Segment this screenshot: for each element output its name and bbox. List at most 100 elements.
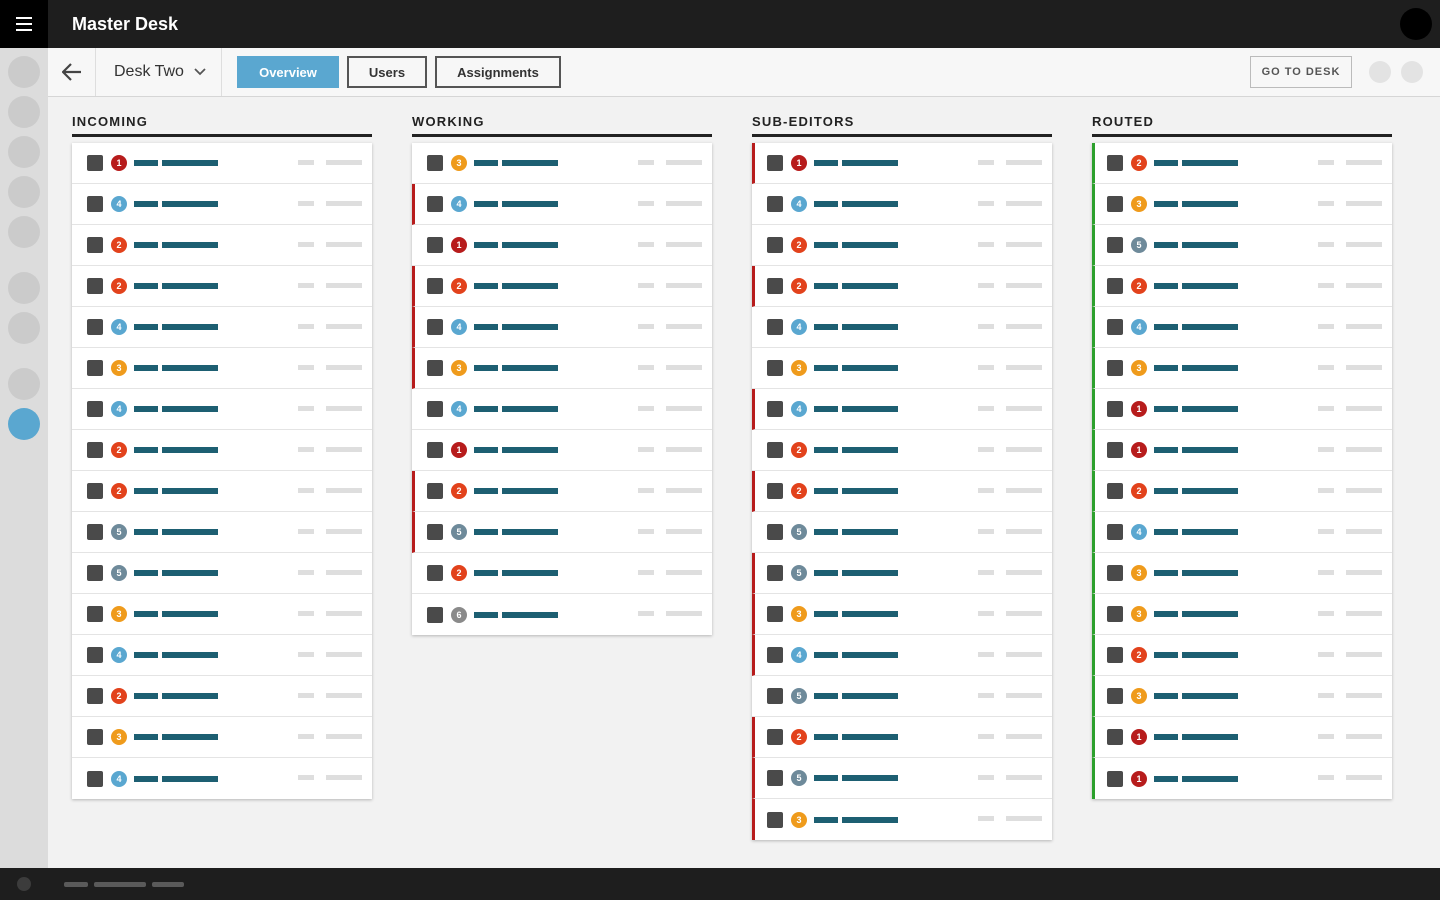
sidebar-item[interactable] — [8, 272, 40, 304]
list-item[interactable]: 5 — [1092, 225, 1392, 266]
item-checkbox[interactable] — [87, 442, 103, 458]
item-checkbox[interactable] — [427, 319, 443, 335]
sidebar-item[interactable] — [8, 312, 40, 344]
list-item[interactable]: 3 — [1092, 348, 1392, 389]
list-item[interactable]: 4 — [412, 389, 712, 430]
sidebar-item[interactable] — [8, 96, 40, 128]
list-item[interactable]: 2 — [1092, 635, 1392, 676]
list-item[interactable]: 1 — [1092, 430, 1392, 471]
list-item[interactable]: 2 — [72, 266, 372, 307]
item-checkbox[interactable] — [87, 237, 103, 253]
list-item[interactable]: 1 — [752, 143, 1052, 184]
item-checkbox[interactable] — [87, 565, 103, 581]
item-checkbox[interactable] — [767, 155, 783, 171]
item-checkbox[interactable] — [427, 483, 443, 499]
list-item[interactable]: 3 — [752, 594, 1052, 635]
item-checkbox[interactable] — [767, 360, 783, 376]
item-checkbox[interactable] — [427, 360, 443, 376]
list-item[interactable]: 3 — [72, 717, 372, 758]
list-item[interactable]: 5 — [752, 553, 1052, 594]
item-checkbox[interactable] — [427, 401, 443, 417]
tab-overview[interactable]: Overview — [237, 56, 339, 88]
sidebar-item[interactable] — [8, 56, 40, 88]
list-item[interactable]: 5 — [72, 553, 372, 594]
list-item[interactable]: 4 — [1092, 512, 1392, 553]
item-checkbox[interactable] — [87, 401, 103, 417]
action-circle-button[interactable] — [1369, 61, 1391, 83]
item-checkbox[interactable] — [427, 565, 443, 581]
list-item[interactable]: 4 — [752, 307, 1052, 348]
item-checkbox[interactable] — [87, 483, 103, 499]
list-item[interactable]: 4 — [72, 758, 372, 799]
item-checkbox[interactable] — [767, 401, 783, 417]
list-item[interactable]: 5 — [752, 512, 1052, 553]
item-checkbox[interactable] — [427, 606, 443, 623]
list-item[interactable]: 4 — [1092, 307, 1392, 348]
item-checkbox[interactable] — [767, 811, 783, 828]
list-item[interactable]: 1 — [1092, 389, 1392, 430]
list-item[interactable]: 4 — [72, 389, 372, 430]
item-checkbox[interactable] — [1107, 278, 1123, 294]
sidebar-item[interactable] — [8, 368, 40, 400]
item-checkbox[interactable] — [87, 524, 103, 540]
item-checkbox[interactable] — [767, 442, 783, 458]
item-checkbox[interactable] — [1107, 647, 1123, 663]
list-item[interactable]: 2 — [1092, 266, 1392, 307]
item-checkbox[interactable] — [427, 524, 443, 540]
list-item[interactable]: 3 — [1092, 184, 1392, 225]
item-checkbox[interactable] — [767, 319, 783, 335]
list-item[interactable]: 4 — [72, 307, 372, 348]
list-item[interactable]: 1 — [412, 430, 712, 471]
item-checkbox[interactable] — [767, 278, 783, 294]
list-item[interactable]: 1 — [1092, 717, 1392, 758]
list-item[interactable]: 3 — [752, 348, 1052, 389]
list-item[interactable]: 4 — [412, 184, 712, 225]
item-checkbox[interactable] — [1107, 196, 1123, 212]
list-item[interactable]: 4 — [72, 635, 372, 676]
item-checkbox[interactable] — [427, 155, 443, 171]
item-checkbox[interactable] — [87, 729, 103, 745]
item-checkbox[interactable] — [767, 237, 783, 253]
item-checkbox[interactable] — [1107, 237, 1123, 253]
item-checkbox[interactable] — [87, 196, 103, 212]
item-checkbox[interactable] — [1107, 524, 1123, 540]
list-item[interactable]: 6 — [412, 594, 712, 635]
item-checkbox[interactable] — [427, 237, 443, 253]
list-item[interactable]: 5 — [72, 512, 372, 553]
go-to-desk-button[interactable]: GO TO DESK — [1250, 56, 1352, 88]
item-checkbox[interactable] — [767, 483, 783, 499]
sidebar-item[interactable] — [8, 136, 40, 168]
item-checkbox[interactable] — [1107, 565, 1123, 581]
list-item[interactable]: 2 — [752, 717, 1052, 758]
item-checkbox[interactable] — [767, 565, 783, 581]
list-item[interactable]: 2 — [1092, 471, 1392, 512]
list-item[interactable]: 1 — [1092, 758, 1392, 799]
list-item[interactable]: 2 — [752, 430, 1052, 471]
item-checkbox[interactable] — [87, 647, 103, 663]
list-item[interactable]: 3 — [752, 799, 1052, 840]
item-checkbox[interactable] — [1107, 401, 1123, 417]
item-checkbox[interactable] — [427, 196, 443, 212]
item-checkbox[interactable] — [767, 770, 783, 786]
list-item[interactable]: 2 — [752, 225, 1052, 266]
back-button[interactable] — [48, 48, 96, 96]
list-item[interactable]: 4 — [752, 389, 1052, 430]
item-checkbox[interactable] — [767, 729, 783, 745]
item-checkbox[interactable] — [1107, 729, 1123, 745]
list-item[interactable]: 3 — [1092, 553, 1392, 594]
list-item[interactable]: 3 — [1092, 676, 1392, 717]
item-checkbox[interactable] — [767, 606, 783, 622]
sidebar-item-active[interactable] — [8, 408, 40, 440]
item-checkbox[interactable] — [87, 688, 103, 704]
list-item[interactable]: 2 — [412, 266, 712, 307]
item-checkbox[interactable] — [767, 647, 783, 663]
item-checkbox[interactable] — [767, 688, 783, 704]
list-item[interactable]: 2 — [72, 225, 372, 266]
list-item[interactable]: 3 — [72, 594, 372, 635]
list-item[interactable]: 2 — [752, 266, 1052, 307]
list-item[interactable]: 4 — [752, 635, 1052, 676]
item-checkbox[interactable] — [1107, 606, 1123, 622]
item-checkbox[interactable] — [87, 155, 103, 171]
list-item[interactable]: 2 — [72, 430, 372, 471]
item-checkbox[interactable] — [87, 278, 103, 294]
